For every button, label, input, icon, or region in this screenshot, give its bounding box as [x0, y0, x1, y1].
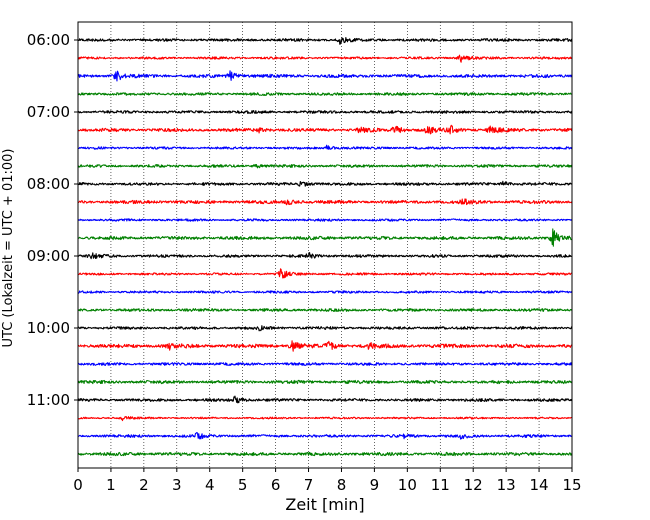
x-tick-label: 1	[106, 476, 116, 494]
y-tick-label: 08:00	[27, 175, 70, 193]
y-tick-label: 10:00	[27, 319, 70, 337]
x-tick-label: 7	[304, 476, 314, 494]
y-axis-ticks: 06:00 07:00 08:00 09:00 10:00 11:00	[27, 31, 78, 409]
seismic-trace-0830	[77, 218, 573, 222]
y-tick-label: 11:00	[27, 391, 70, 409]
x-axis-label: Zeit [min]	[285, 495, 364, 514]
seismic-trace-0815	[77, 198, 573, 206]
seismic-trace-1100	[77, 395, 573, 404]
seismic-trace-1045	[77, 379, 573, 385]
seismic-trace-0730	[77, 144, 573, 150]
x-tick-label: 14	[530, 476, 549, 494]
seismic-trace-1130	[77, 432, 573, 440]
vertical-grid	[110, 22, 540, 468]
seismic-trace-1115	[77, 416, 573, 422]
seismic-trace-0630	[77, 70, 573, 82]
x-tick-label: 9	[370, 476, 380, 494]
seismic-trace-0715	[77, 124, 573, 135]
seismic-trace-1015	[77, 340, 573, 352]
trace-group	[77, 37, 573, 457]
x-tick-label: 13	[497, 476, 516, 494]
x-tick-label: 3	[172, 476, 182, 494]
seismic-trace-0845	[77, 228, 573, 247]
plot-frame	[77, 21, 573, 469]
seismic-trace-0930	[77, 290, 573, 294]
y-tick-label: 06:00	[27, 31, 70, 49]
x-tick-label: 15	[562, 476, 581, 494]
seismic-trace-0645	[77, 92, 573, 96]
seismic-trace-0900	[77, 252, 573, 260]
x-tick-label: 5	[238, 476, 248, 494]
seismic-trace-0600	[77, 37, 573, 45]
seismic-trace-1000	[77, 325, 573, 332]
x-tick-label: 12	[464, 476, 483, 494]
y-tick-label: 07:00	[27, 103, 70, 121]
seismic-trace-0945	[77, 308, 573, 312]
y-axis-label: UTC (Lokalzeit = UTC + 01:00)	[1, 149, 16, 348]
seismic-trace-1030	[77, 362, 573, 366]
x-tick-label: 0	[73, 476, 83, 494]
x-tick-label: 2	[139, 476, 149, 494]
seismic-trace-0745	[77, 163, 573, 169]
seismic-trace-1145	[77, 451, 573, 457]
y-tick-label: 09:00	[27, 247, 70, 265]
seismic-trace-0615	[77, 54, 573, 63]
seismic-trace-0800	[77, 180, 573, 187]
seismic-trace-0700	[77, 110, 573, 114]
x-tick-label: 4	[205, 476, 215, 494]
x-tick-label: 6	[271, 476, 281, 494]
seismic-trace-0915	[77, 268, 573, 279]
x-tick-label: 8	[337, 476, 347, 494]
x-tick-label: 10	[398, 476, 417, 494]
x-tick-label: 11	[431, 476, 450, 494]
x-axis-ticks: 0 1 2 3 4 5 6 7 8 9 10 11 12 13 14 15	[73, 468, 582, 494]
